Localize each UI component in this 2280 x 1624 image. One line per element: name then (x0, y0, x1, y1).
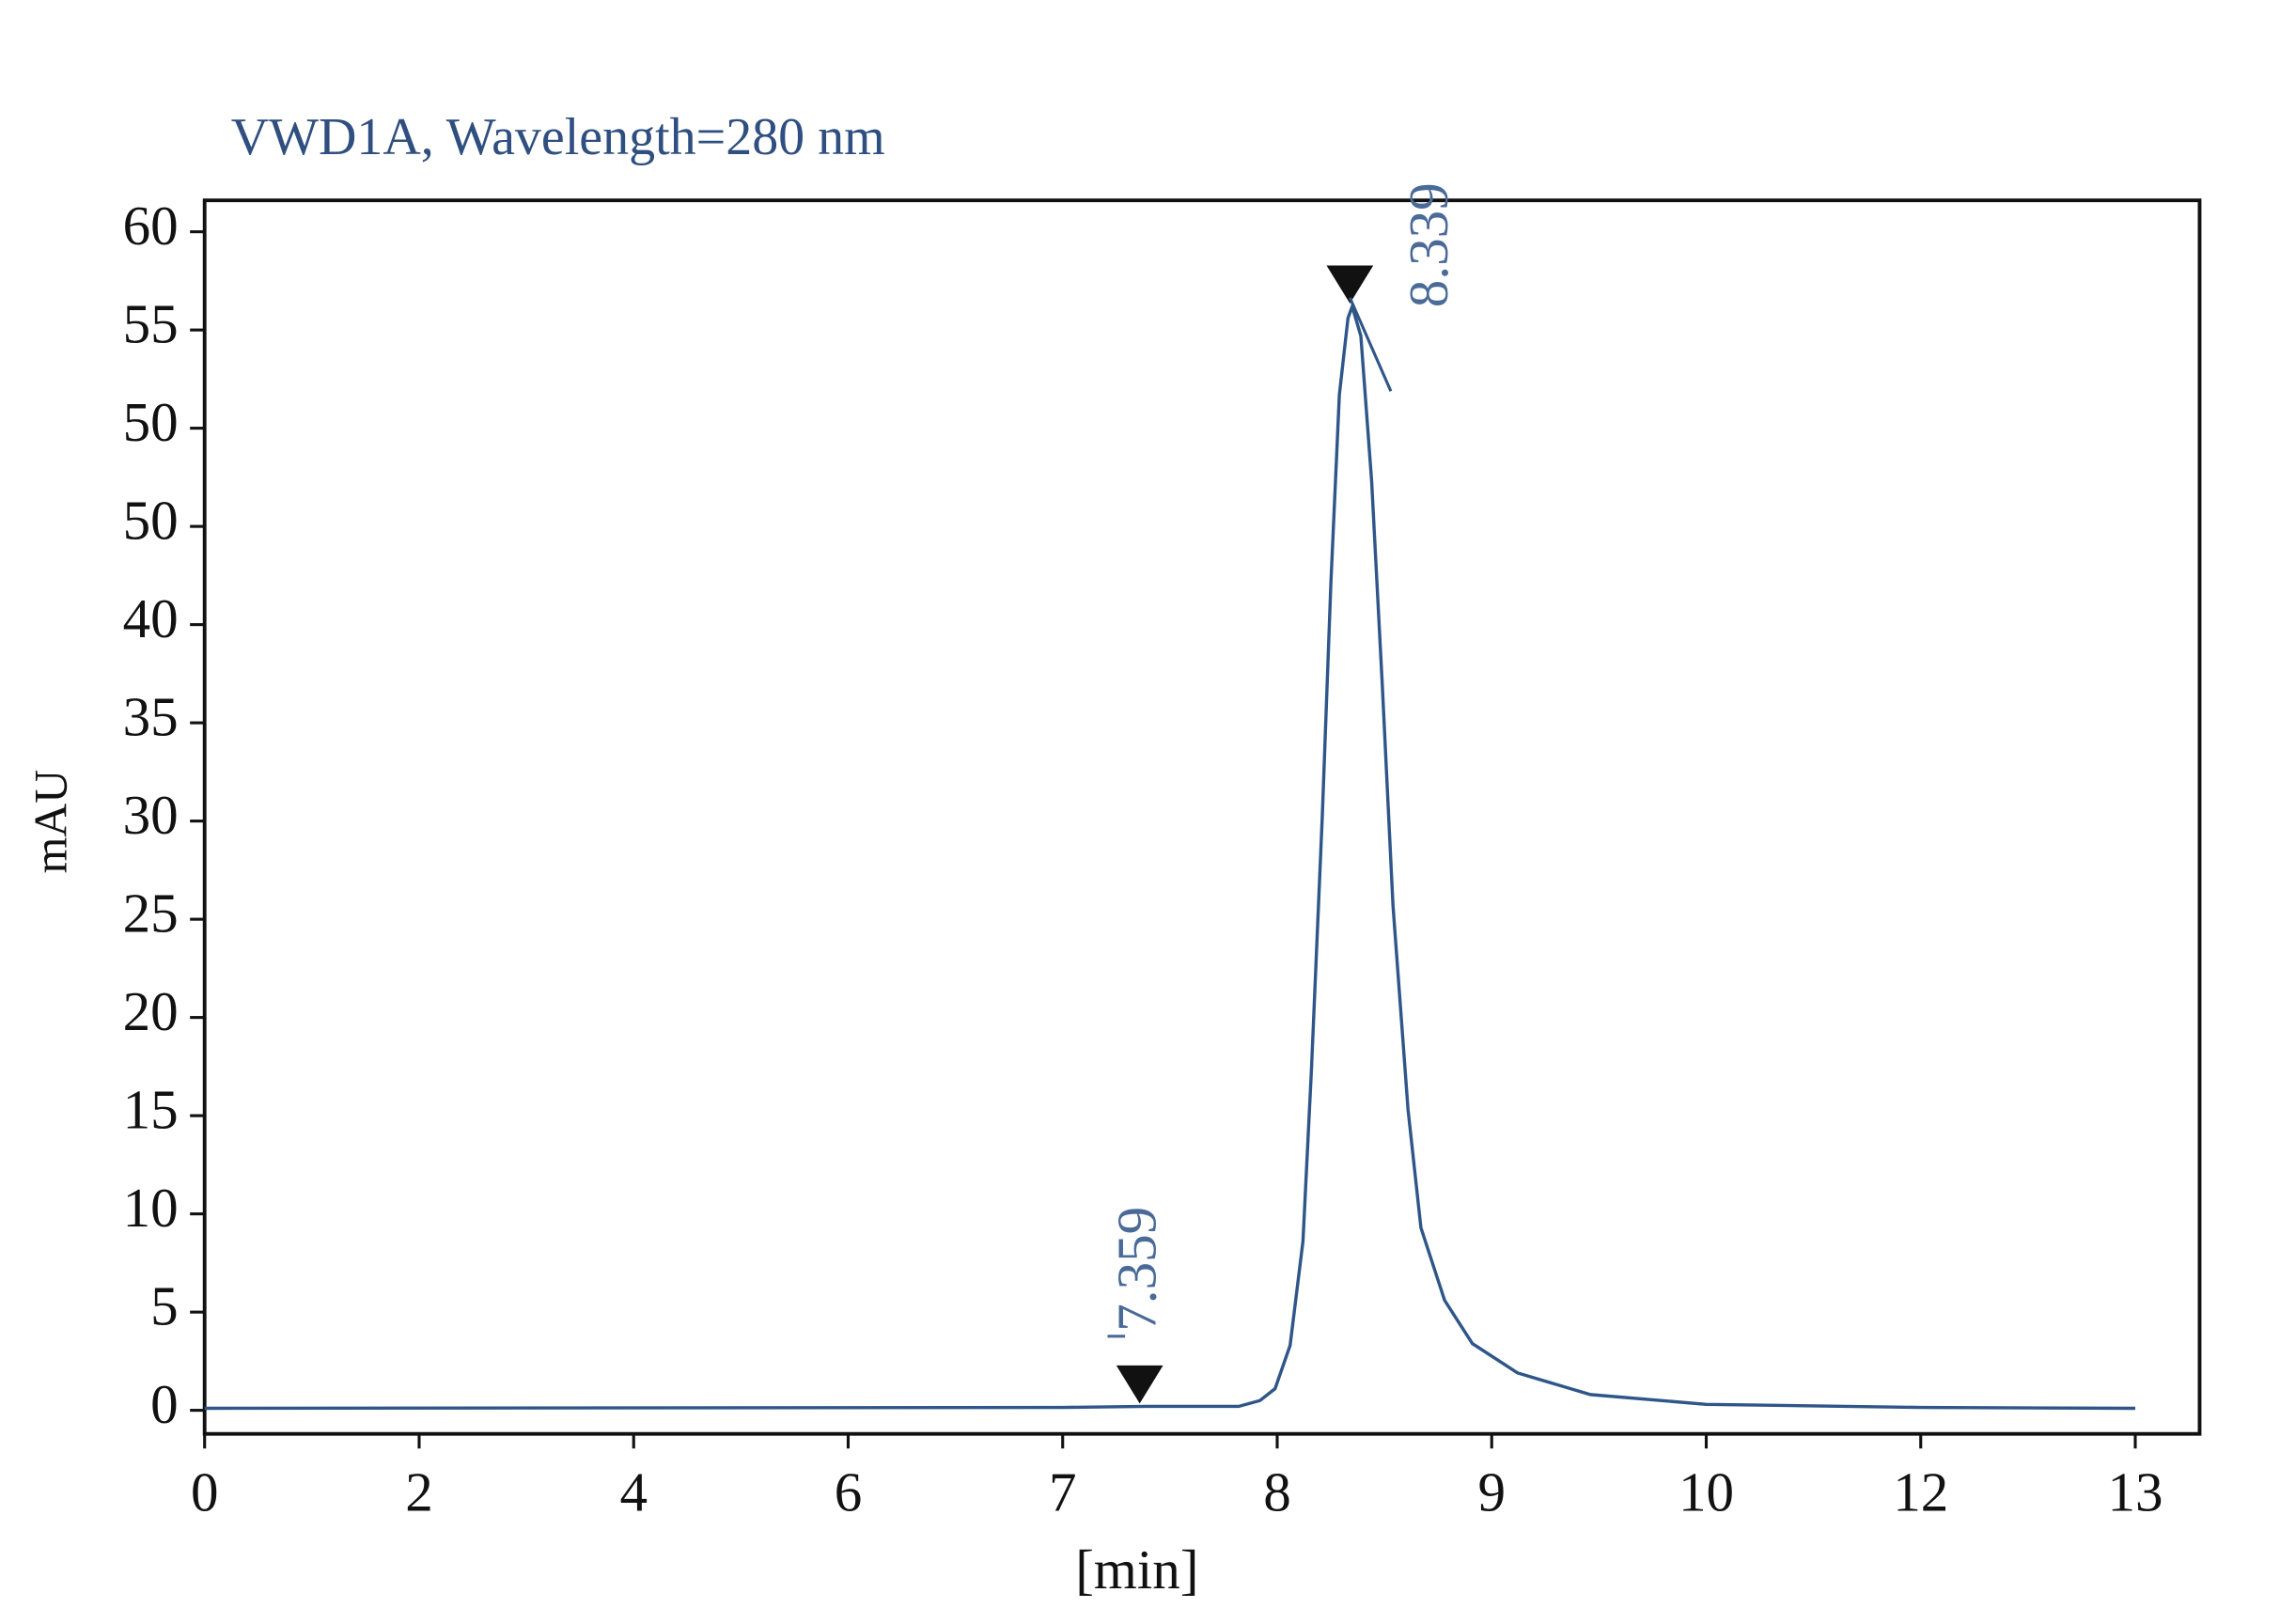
y-tick-label: 25 (123, 882, 179, 945)
peak-tangent (1348, 297, 1393, 392)
y-tick-label: 30 (123, 784, 179, 846)
x-axis-label: [min] (1075, 1538, 1198, 1601)
y-tick-label: 0 (150, 1373, 179, 1435)
x-tick-label: 12 (1893, 1461, 1948, 1523)
x-tick-label: 9 (1477, 1461, 1506, 1523)
y-tick-label: 5 (150, 1275, 179, 1337)
chart-title: VWD1A, Wavelength=280 nm (231, 108, 885, 166)
y-tick-label: 50 (123, 490, 179, 552)
peak-label: 8.339 (1398, 182, 1460, 307)
plot-frame (202, 198, 2202, 1436)
peak-marker (1326, 265, 1374, 304)
x-tick-label: 8 (1263, 1461, 1291, 1523)
x-tick-label: 6 (835, 1461, 863, 1523)
x-tick-label: 13 (2107, 1461, 2163, 1523)
peak-marker (1116, 1365, 1163, 1404)
y-axis-label: mAU (25, 770, 77, 874)
y-tick-label: 20 (123, 980, 179, 1042)
x-tick-label: 4 (619, 1461, 648, 1523)
peak-label: 7.359 (1105, 1207, 1167, 1332)
x-tick-label: 2 (405, 1461, 433, 1523)
y-tick-label: 35 (123, 686, 179, 748)
x-tick-label: 0 (191, 1461, 219, 1523)
y-tick-label: 55 (123, 293, 179, 355)
y-tick-label: 10 (123, 1177, 179, 1239)
x-tick-label: 10 (1679, 1461, 1734, 1523)
y-tick-label: 15 (123, 1079, 179, 1141)
y-tick-label: 50 (123, 391, 179, 453)
x-tick-label: 7 (1049, 1461, 1077, 1523)
y-tick-label: 60 (123, 195, 179, 257)
y-tick-label: 40 (123, 587, 179, 649)
